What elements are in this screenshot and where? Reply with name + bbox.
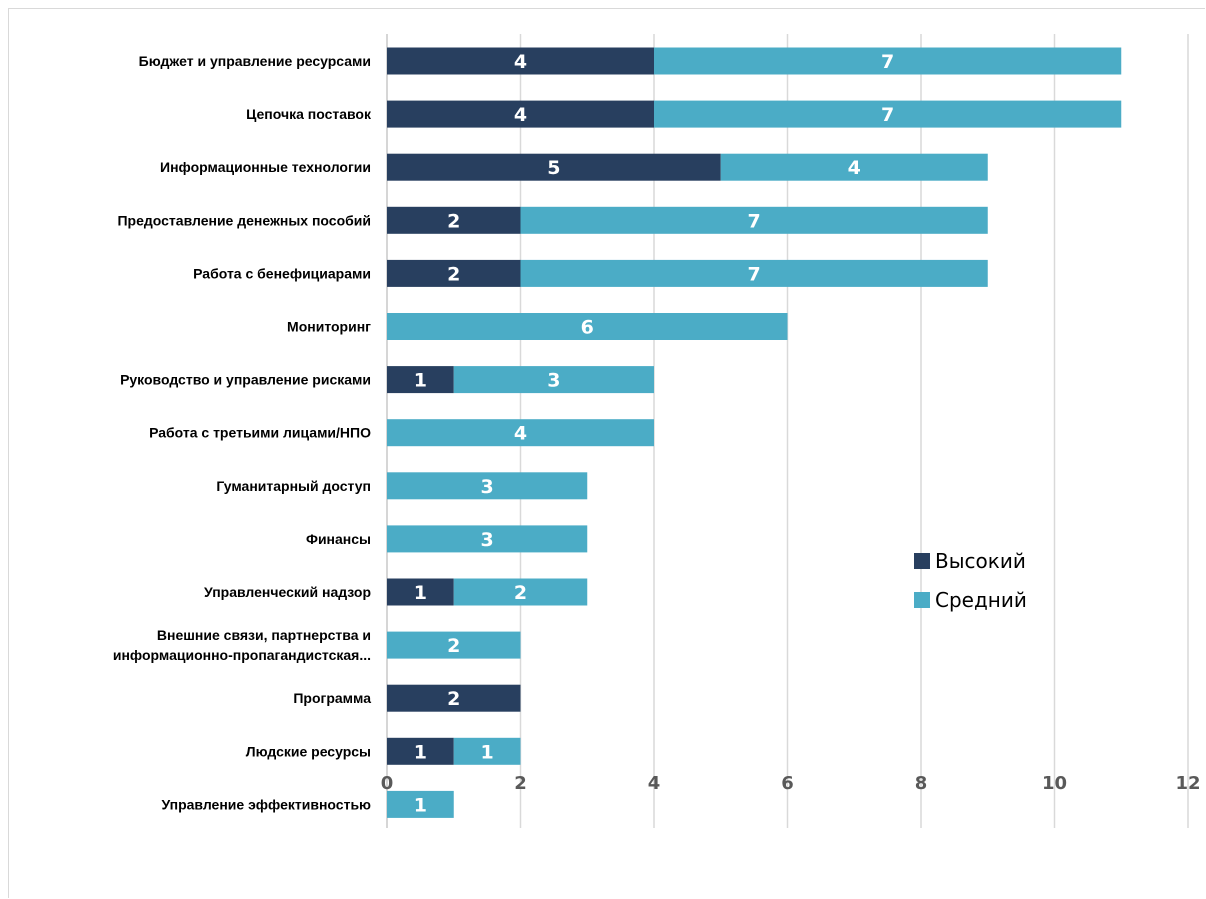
category-label: Руководство и управление рисками <box>120 372 371 388</box>
bar-segment <box>654 47 1122 75</box>
data-label: 7 <box>748 210 761 232</box>
category-label: Людские ресурсы <box>246 743 371 759</box>
bar-segment <box>520 259 988 287</box>
x-tick-label: 2 <box>514 773 527 794</box>
bar-segment <box>387 684 521 712</box>
chart-frame <box>8 8 1205 898</box>
bar-segment <box>387 259 521 287</box>
data-label: 3 <box>481 529 494 551</box>
x-tick-label: 0 <box>381 773 394 794</box>
x-tick-label: 8 <box>915 773 928 794</box>
bar-segment <box>520 206 988 234</box>
bar-segment <box>453 578 588 606</box>
legend-swatch <box>914 553 930 569</box>
category-label: Гуманитарный доступ <box>216 478 371 494</box>
category-label: Бюджет и управление ресурсами <box>139 53 371 69</box>
data-label: 4 <box>514 104 527 126</box>
category-label: Предоставление денежных пособий <box>117 212 371 228</box>
x-tick-label: 10 <box>1042 773 1067 794</box>
x-tick-label: 12 <box>1175 773 1200 794</box>
category-label: Внешние связи, партнерства и <box>157 627 371 643</box>
category-label: Управленческий надзор <box>204 584 371 600</box>
bar-segment <box>387 525 588 553</box>
data-label: 1 <box>414 794 427 816</box>
category-label: Мониторинг <box>287 319 371 335</box>
data-label: 5 <box>547 157 560 179</box>
data-label: 4 <box>514 51 527 73</box>
x-axis-ticks: 0 2 4 6 8 10 12 <box>381 773 1201 794</box>
data-label: 1 <box>414 741 427 763</box>
legend-label: Высокий <box>935 549 1026 573</box>
bar-segment <box>720 153 988 181</box>
bar-segment <box>387 100 654 128</box>
bar-segment <box>387 790 454 818</box>
category-label: Цепочка поставок <box>246 106 372 122</box>
bar-segment <box>387 153 721 181</box>
bar-segment <box>453 366 654 394</box>
category-label: Финансы <box>306 531 371 547</box>
bar-segment <box>387 578 454 606</box>
data-label: 4 <box>514 423 527 445</box>
category-label: Работа с третьими лицами/НПО <box>149 425 371 441</box>
legend-label: Средний <box>935 588 1027 612</box>
data-label: 3 <box>481 476 494 498</box>
x-tick-label: 6 <box>781 773 794 794</box>
data-label: 2 <box>447 263 460 285</box>
data-label: 1 <box>414 370 427 392</box>
data-label: 2 <box>447 635 460 657</box>
data-label: 2 <box>447 688 460 710</box>
bar-segment <box>387 366 454 394</box>
bar-segment <box>387 206 521 234</box>
data-label: 1 <box>481 741 494 763</box>
bar-segment <box>387 472 588 500</box>
data-label: 4 <box>848 157 861 179</box>
data-label: 7 <box>748 263 761 285</box>
data-label: 7 <box>881 51 894 73</box>
category-label: Управление эффективностью <box>161 796 371 812</box>
category-label: Программа <box>293 690 371 706</box>
data-label: 6 <box>581 317 594 339</box>
category-label: Информационные технологии <box>160 159 371 175</box>
legend: Высокий Средний <box>914 549 1027 612</box>
data-label: 3 <box>547 370 560 392</box>
bar-segment <box>654 100 1122 128</box>
category-label: информационно-пропагандистская... <box>113 647 371 663</box>
data-label: 1 <box>414 582 427 604</box>
category-label: Работа с бенефициарами <box>193 265 371 281</box>
data-label: 2 <box>514 582 527 604</box>
bar-segment <box>387 47 654 75</box>
bar-segment <box>387 313 788 340</box>
bar-segment <box>387 419 654 447</box>
bar-segment <box>453 737 521 765</box>
data-label: 7 <box>881 104 894 126</box>
bar-segment <box>387 631 521 659</box>
category-labels: Бюджет и управление ресурсами Цепочка пос… <box>113 53 372 812</box>
data-label: 2 <box>447 210 460 232</box>
bar-segment <box>387 737 454 765</box>
x-tick-label: 4 <box>648 773 661 794</box>
legend-swatch <box>914 592 930 608</box>
